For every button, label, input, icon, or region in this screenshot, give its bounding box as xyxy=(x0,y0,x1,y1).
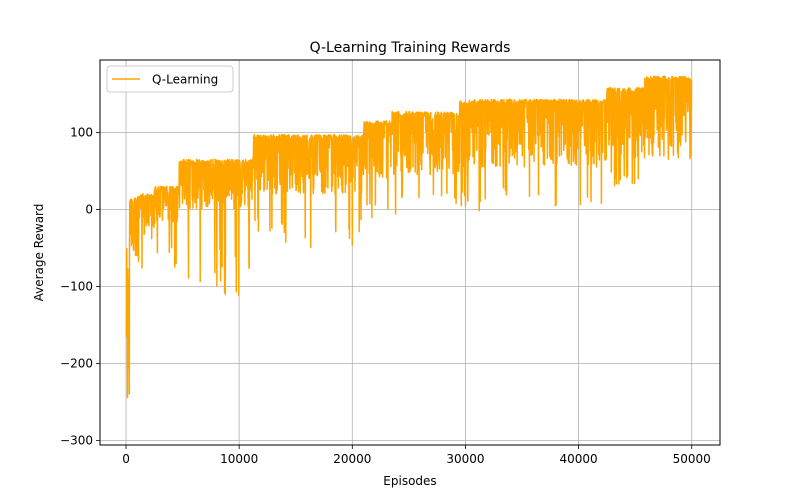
plot-frame xyxy=(99,59,721,446)
x-tick-label: 0 xyxy=(122,452,130,466)
series-line-q-learning xyxy=(125,75,693,399)
y-axis-ticks: −300 −200 −100 0 100 xyxy=(60,125,100,447)
x-axis-label: Episodes xyxy=(383,474,436,488)
y-tick-label: −300 xyxy=(60,433,93,447)
x-tick-label: 50000 xyxy=(673,452,711,466)
y-tick-label: 0 xyxy=(85,202,93,216)
legend-label-q-learning: Q-Learning xyxy=(152,73,218,87)
x-tick-label: 20000 xyxy=(333,452,371,466)
legend: Q-Learning xyxy=(106,65,234,93)
legend-box xyxy=(106,65,234,93)
series-layer xyxy=(125,75,693,399)
x-tick-label: 10000 xyxy=(220,452,258,466)
y-axis-label: Average Reward xyxy=(32,204,46,302)
y-tick-label: −100 xyxy=(60,279,93,293)
x-tick-label: 40000 xyxy=(559,452,597,466)
y-tick-label: −200 xyxy=(60,356,93,370)
y-tick-label: 100 xyxy=(70,125,93,139)
x-tick-label: 30000 xyxy=(446,452,484,466)
chart-title: Q-Learning Training Rewards xyxy=(310,40,511,56)
x-axis-ticks: 0 10000 20000 30000 40000 50000 xyxy=(122,445,711,466)
